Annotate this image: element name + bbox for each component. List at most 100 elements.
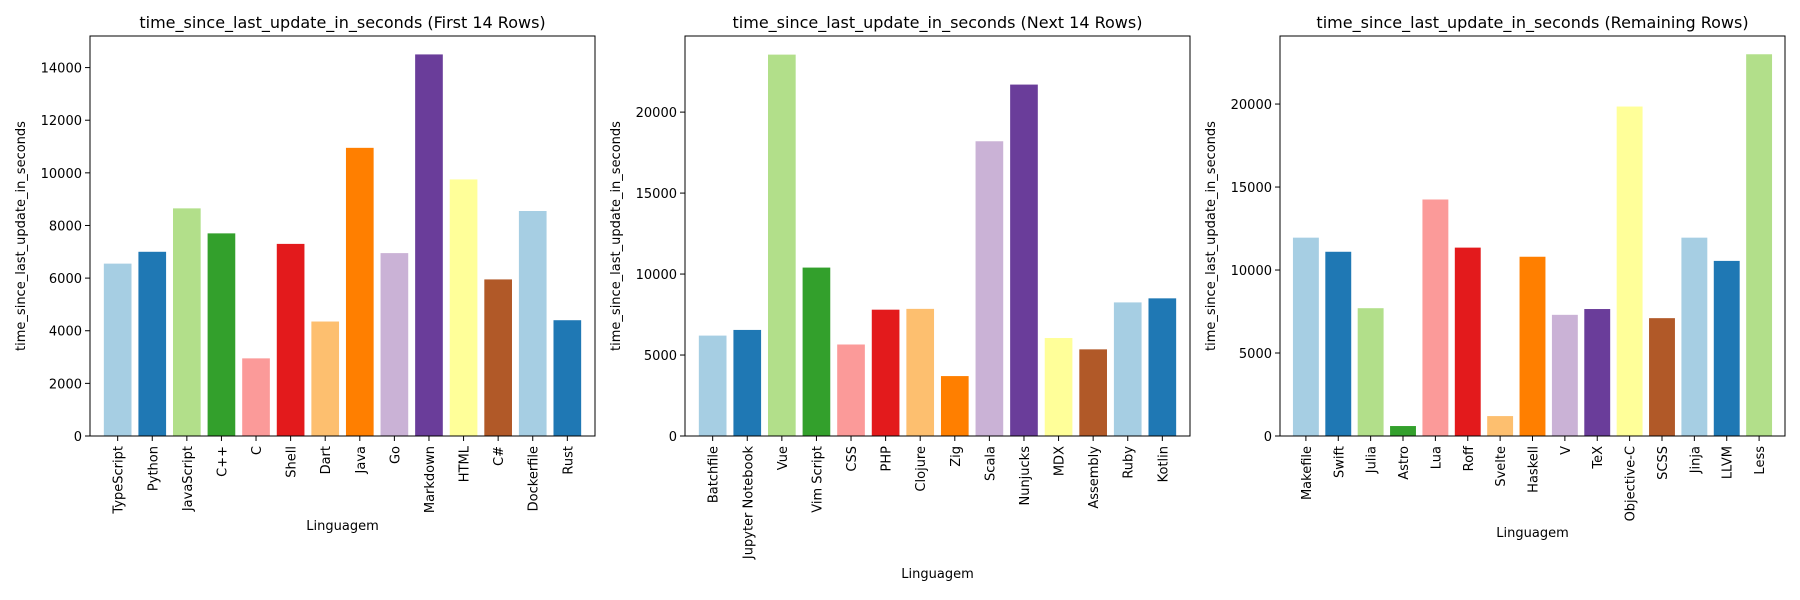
x-tick-label: Ruby — [1122, 446, 1137, 479]
chart-title: time_since_last_update_in_seconds (First… — [139, 13, 545, 33]
x-tick-label: Svelte — [1494, 446, 1509, 487]
y-tick-label: 5000 — [644, 349, 677, 364]
x-tick-label: CSS — [845, 446, 860, 472]
chart-title: time_since_last_update_in_seconds (Next … — [733, 13, 1143, 33]
bar-c — [242, 358, 270, 436]
x-tick-label: Astro — [1397, 446, 1412, 480]
y-tick-label: 20000 — [636, 106, 677, 121]
y-tick-label: 6000 — [49, 272, 82, 287]
x-tick-label: Go — [388, 446, 403, 464]
bar-scss — [1649, 318, 1675, 436]
x-tick-label: Assembly — [1087, 446, 1102, 509]
bar-c- — [484, 279, 512, 436]
x-tick-label: Lua — [1429, 446, 1444, 469]
y-tick-label: 0 — [669, 430, 677, 445]
y-tick-label: 14000 — [41, 62, 82, 77]
bar-jupyter-notebook — [733, 329, 762, 436]
bar-c- — [207, 233, 236, 436]
bar-rust — [553, 320, 582, 436]
chart-title: time_since_last_update_in_seconds (Remai… — [1316, 13, 1748, 33]
x-tick-label: C — [250, 446, 265, 455]
y-tick-label: 5000 — [1239, 347, 1272, 362]
bar-makefile — [1292, 237, 1319, 436]
x-tick-label: PHP — [880, 446, 895, 472]
y-tick-label: 2000 — [49, 377, 82, 392]
bar-zig — [940, 376, 969, 436]
chart-panel-2: time_since_last_update_in_seconds (Next … — [609, 13, 1191, 582]
x-tick-label: Java — [354, 446, 369, 474]
bar-objective-c — [1616, 106, 1643, 436]
bar-assembly — [1079, 349, 1107, 436]
bar-ruby — [1113, 302, 1142, 436]
x-tick-label: Shell — [285, 446, 300, 478]
x-tick-label: Kotlin — [1156, 446, 1171, 482]
bar-vue — [768, 54, 796, 437]
x-axis-label: Linguagem — [901, 567, 973, 582]
x-tick-label: TypeScript — [112, 446, 127, 515]
bar-javascript — [173, 208, 201, 436]
bar-v — [1551, 314, 1578, 436]
bar-svelte — [1487, 416, 1514, 436]
y-tick-label: 10000 — [636, 268, 677, 283]
x-tick-label: Haskell — [1527, 446, 1542, 493]
x-tick-label: Vim Script — [810, 446, 825, 513]
bar-tex — [1584, 309, 1611, 436]
bar-jinja — [1681, 237, 1708, 436]
x-tick-label: LLVM — [1721, 446, 1736, 479]
bar-roff — [1454, 247, 1481, 436]
y-tick-label: 0 — [1264, 430, 1272, 445]
x-tick-label: Rust — [561, 446, 576, 475]
bar-scala — [975, 141, 1004, 436]
y-tick-label: 12000 — [41, 114, 82, 129]
bar-dockerfile — [518, 211, 547, 436]
x-tick-label: Roff — [1462, 445, 1477, 471]
y-tick-label: 15000 — [1231, 181, 1272, 196]
y-tick-label: 0 — [74, 430, 82, 445]
chart-panel-3: time_since_last_update_in_seconds (Remai… — [1204, 13, 1786, 541]
bar-astro — [1390, 426, 1416, 436]
x-tick-label: V — [1559, 446, 1574, 455]
y-tick-label: 10000 — [41, 167, 82, 182]
x-tick-label: Dockerfile — [527, 446, 542, 511]
x-tick-label: Objective-C — [1624, 446, 1639, 521]
axes-frame — [89, 35, 596, 437]
x-tick-label: Markdown — [423, 446, 438, 513]
x-tick-label: Clojure — [914, 446, 929, 492]
bar-vim-script — [802, 267, 831, 436]
y-tick-label: 20000 — [1231, 98, 1272, 113]
bar-html — [449, 179, 478, 437]
x-tick-label: Swift — [1332, 446, 1347, 478]
bar-lua — [1422, 199, 1449, 436]
y-tick-label: 15000 — [636, 187, 677, 202]
x-tick-label: TeX — [1591, 446, 1606, 470]
bar-less — [1746, 54, 1773, 436]
bar-go — [380, 253, 409, 436]
bar-batchfile — [698, 335, 727, 436]
x-tick-label: Makefile — [1300, 446, 1315, 500]
x-tick-label: Less — [1753, 446, 1768, 475]
x-tick-label: Julia — [1365, 446, 1380, 474]
bar-llvm — [1713, 260, 1740, 436]
bar-dart — [311, 321, 340, 436]
y-axis-label: time_since_last_update_in_seconds — [1204, 121, 1219, 351]
bar-typescript — [103, 263, 132, 436]
x-tick-label: Jinja — [1688, 446, 1703, 474]
bar-clojure — [906, 308, 935, 436]
x-tick-label: C# — [492, 446, 507, 466]
y-tick-label: 8000 — [49, 219, 82, 234]
x-tick-label: Nunjucks — [1018, 446, 1033, 506]
x-tick-label: JavaScript — [181, 446, 196, 512]
x-tick-label: Dart — [319, 446, 334, 474]
bar-shell — [276, 243, 305, 436]
bar-mdx — [1044, 338, 1073, 436]
bar-php — [871, 309, 900, 436]
axes-frame — [684, 35, 1191, 437]
x-tick-label: Vue — [776, 446, 791, 470]
y-axis-label: time_since_last_update_in_seconds — [14, 121, 29, 351]
bar-haskell — [1519, 256, 1546, 436]
x-tick-label: Batchfile — [707, 446, 722, 503]
x-tick-label: Scala — [983, 446, 998, 481]
bar-python — [138, 251, 167, 436]
x-tick-label: Jupyter Notebook — [741, 446, 756, 561]
